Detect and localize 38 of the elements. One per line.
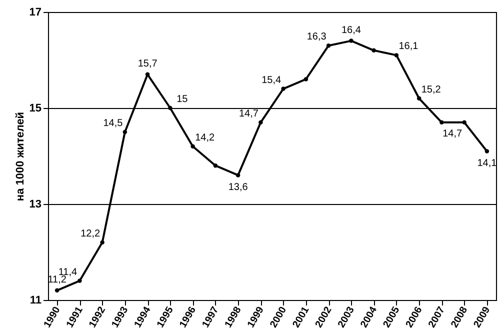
data-label: 16,1 <box>398 41 419 52</box>
point <box>213 163 218 168</box>
data-label: 14,1 <box>477 158 498 170</box>
data-label: 12,2 <box>80 228 100 240</box>
point <box>462 120 466 125</box>
point <box>326 43 331 48</box>
data-label: 14,2 <box>195 132 215 144</box>
data-label: 16,3 <box>306 32 327 43</box>
point <box>168 106 172 110</box>
y-tick-label: 11 <box>30 294 42 306</box>
data-label: 15 <box>176 94 188 105</box>
point <box>416 96 422 101</box>
data-label: 15,7 <box>138 58 158 70</box>
data-label: 13,6 <box>228 182 248 194</box>
data-label: 15,2 <box>421 84 442 96</box>
point <box>78 278 82 283</box>
y-tick-label: 17 <box>29 6 42 18</box>
point <box>122 130 128 134</box>
data-label: 16,4 <box>341 24 362 36</box>
point <box>190 144 195 149</box>
point <box>394 53 399 58</box>
y-tick-label: 15 <box>29 102 42 114</box>
point <box>236 173 240 178</box>
point <box>440 120 444 125</box>
point <box>54 288 60 293</box>
point <box>372 48 376 53</box>
point <box>100 240 104 245</box>
point <box>258 120 263 125</box>
data-label: 15,4 <box>262 74 282 86</box>
data-label: 14,7 <box>442 128 462 140</box>
point <box>349 38 354 43</box>
y-axis-title: на 1000 жителей <box>14 112 26 202</box>
point <box>304 77 308 82</box>
point <box>484 149 490 154</box>
point <box>281 86 286 91</box>
data-label: 14,7 <box>238 108 259 120</box>
data-label: 14,5 <box>103 118 124 129</box>
y-tick-label: 13 <box>29 198 42 210</box>
